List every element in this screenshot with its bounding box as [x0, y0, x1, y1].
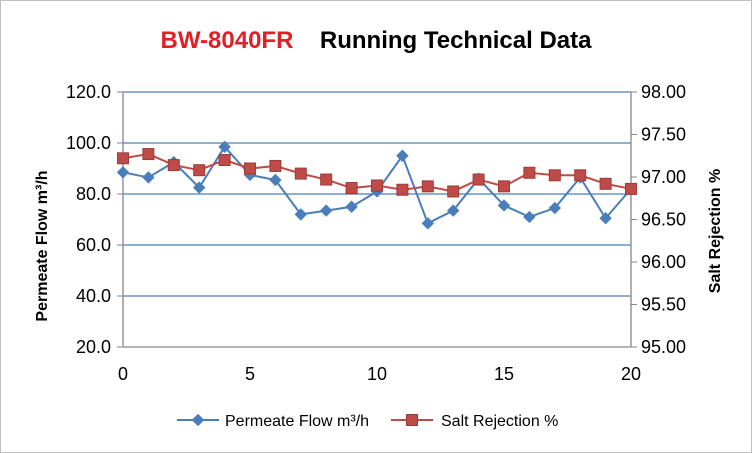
data-point — [167, 159, 180, 172]
y-right-tick-label: 96.00 — [641, 252, 686, 272]
data-point — [396, 149, 409, 162]
y-axis-right-title: Salt Rejection % — [707, 169, 724, 293]
data-point — [548, 201, 562, 215]
y-axis-left-title: Permeate Flow m³/h — [34, 170, 51, 321]
data-point — [142, 148, 155, 161]
data-point — [599, 177, 612, 190]
data-point — [294, 167, 307, 180]
data-point — [497, 199, 511, 212]
data-point — [523, 210, 536, 224]
y-right-tick-label: 95.50 — [641, 295, 686, 315]
data-point — [244, 162, 256, 175]
data-point — [269, 159, 282, 172]
y-left-tick-label: 80.0 — [76, 184, 111, 204]
data-point — [319, 204, 333, 217]
data-point — [218, 140, 231, 154]
data-point — [447, 185, 460, 198]
data-series — [116, 140, 638, 230]
data-point — [345, 182, 358, 195]
data-point — [193, 164, 206, 177]
data-point — [472, 173, 485, 186]
y-right-tick-label: 98.00 — [641, 82, 686, 102]
data-point — [498, 180, 510, 193]
chart-title: BW-8040FR Running Technical Data — [161, 27, 593, 54]
y-right-tick-label: 97.00 — [641, 167, 686, 187]
data-point — [345, 200, 358, 213]
y-left-tick-label: 100.0 — [66, 133, 111, 153]
data-point — [117, 152, 129, 165]
data-point — [192, 181, 206, 194]
y-left-tick-label: 60.0 — [76, 235, 111, 255]
series-salt-rejection — [117, 148, 637, 198]
y-left-tick-label: 20.0 — [76, 337, 111, 357]
x-tick-label: 5 — [245, 364, 255, 384]
legend-marker — [406, 414, 418, 426]
axes — [117, 91, 637, 348]
legend: Permeate Flow m³/h Salt Rejection % — [177, 413, 558, 430]
x-tick-label: 0 — [118, 364, 128, 384]
data-point — [269, 173, 282, 187]
legend-item-salt-rejection: Salt Rejection % — [391, 413, 558, 430]
legend-item-permeate-flow: Permeate Flow m³/h — [177, 413, 369, 430]
y-right-tick-label: 96.50 — [641, 210, 686, 230]
data-point — [421, 180, 434, 193]
legend-marker — [191, 413, 205, 427]
y-right-tick-label: 97.50 — [641, 125, 686, 145]
data-point — [371, 179, 383, 192]
y-left-tick-label: 40.0 — [76, 286, 111, 306]
data-point — [320, 173, 333, 186]
data-point — [396, 183, 409, 196]
x-tick-label: 20 — [621, 364, 641, 384]
data-point — [218, 154, 231, 166]
data-point — [116, 166, 130, 179]
data-point — [625, 182, 637, 195]
legend-label: Permeate Flow m³/h — [225, 413, 369, 430]
data-point — [599, 212, 612, 225]
data-point — [142, 171, 155, 184]
data-point — [548, 169, 561, 182]
x-tick-label: 10 — [367, 364, 387, 384]
data-point — [523, 166, 536, 179]
chart-title-text: Running Technical Data — [320, 27, 592, 54]
chart-title-model: BW-8040FR — [161, 27, 294, 54]
data-point — [421, 217, 435, 230]
data-point — [574, 169, 587, 182]
tick-labels: 20.0 40.0 60.0 80.0 100.0 120.0 95.00 95.50 96.0… — [66, 82, 686, 384]
y-left-tick-label: 120.0 — [66, 82, 111, 102]
legend-label: Salt Rejection % — [441, 413, 558, 430]
data-point — [446, 204, 460, 217]
x-tick-label: 15 — [494, 364, 514, 384]
y-right-tick-label: 95.00 — [641, 337, 686, 357]
data-point — [294, 208, 308, 221]
